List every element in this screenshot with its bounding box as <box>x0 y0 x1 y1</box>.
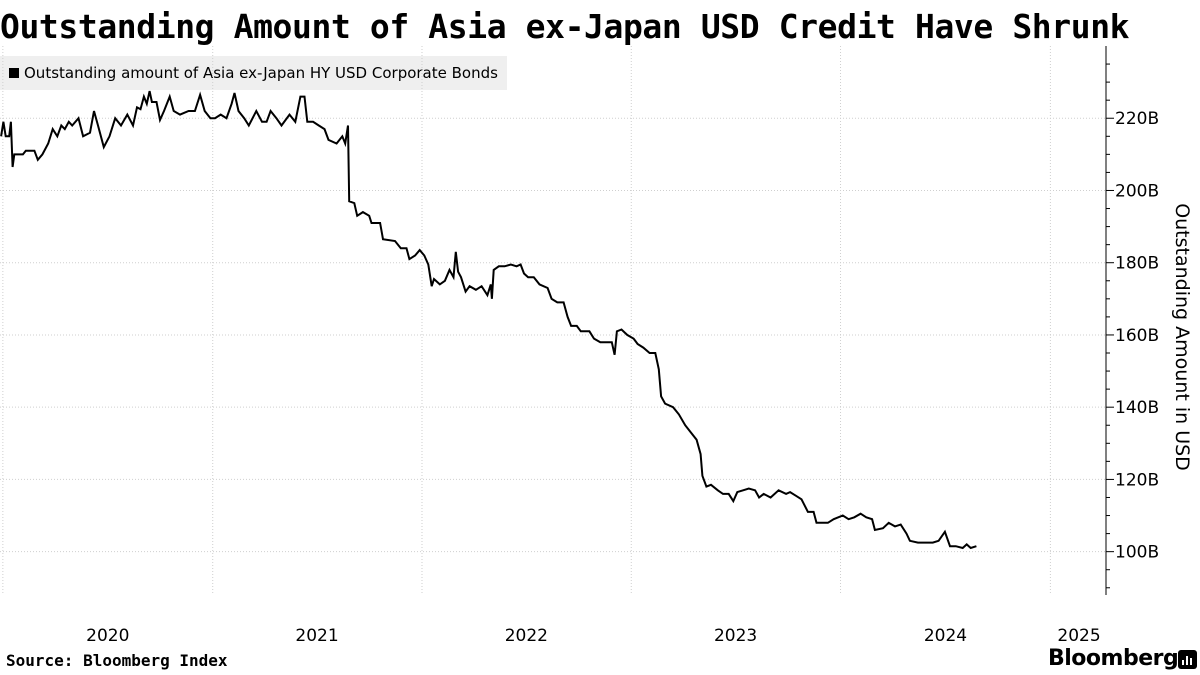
y-axis-title: Outstanding Amount in USD <box>1171 203 1193 471</box>
brand-logo: Bloomberg <box>1048 646 1179 671</box>
bloomberg-chart-icon <box>1178 650 1197 669</box>
y-tick-label: 220B <box>1115 109 1159 129</box>
series-line <box>0 90 977 550</box>
x-tick-label: 2023 <box>714 626 757 646</box>
x-tick-label: 2020 <box>86 626 129 646</box>
legend-swatch <box>9 68 19 78</box>
legend-label: Outstanding amount of Asia ex-Japan HY U… <box>24 64 498 82</box>
source-note: Source: Bloomberg Index <box>6 651 228 670</box>
x-tick-label: 2021 <box>295 626 338 646</box>
y-tick-label: 180B <box>1115 254 1159 274</box>
y-tick-label: 160B <box>1115 326 1159 346</box>
y-tick-label: 100B <box>1115 543 1159 563</box>
x-tick-label: 2025 <box>1057 626 1100 646</box>
x-tick-label: 2024 <box>924 626 967 646</box>
y-tick-label: 200B <box>1115 181 1159 201</box>
y-tick-label: 140B <box>1115 398 1159 418</box>
x-tick-label: 2022 <box>505 626 548 646</box>
chart-title: Outstanding Amount of Asia ex-Japan USD … <box>0 7 1130 46</box>
y-tick-label: 120B <box>1115 470 1159 490</box>
